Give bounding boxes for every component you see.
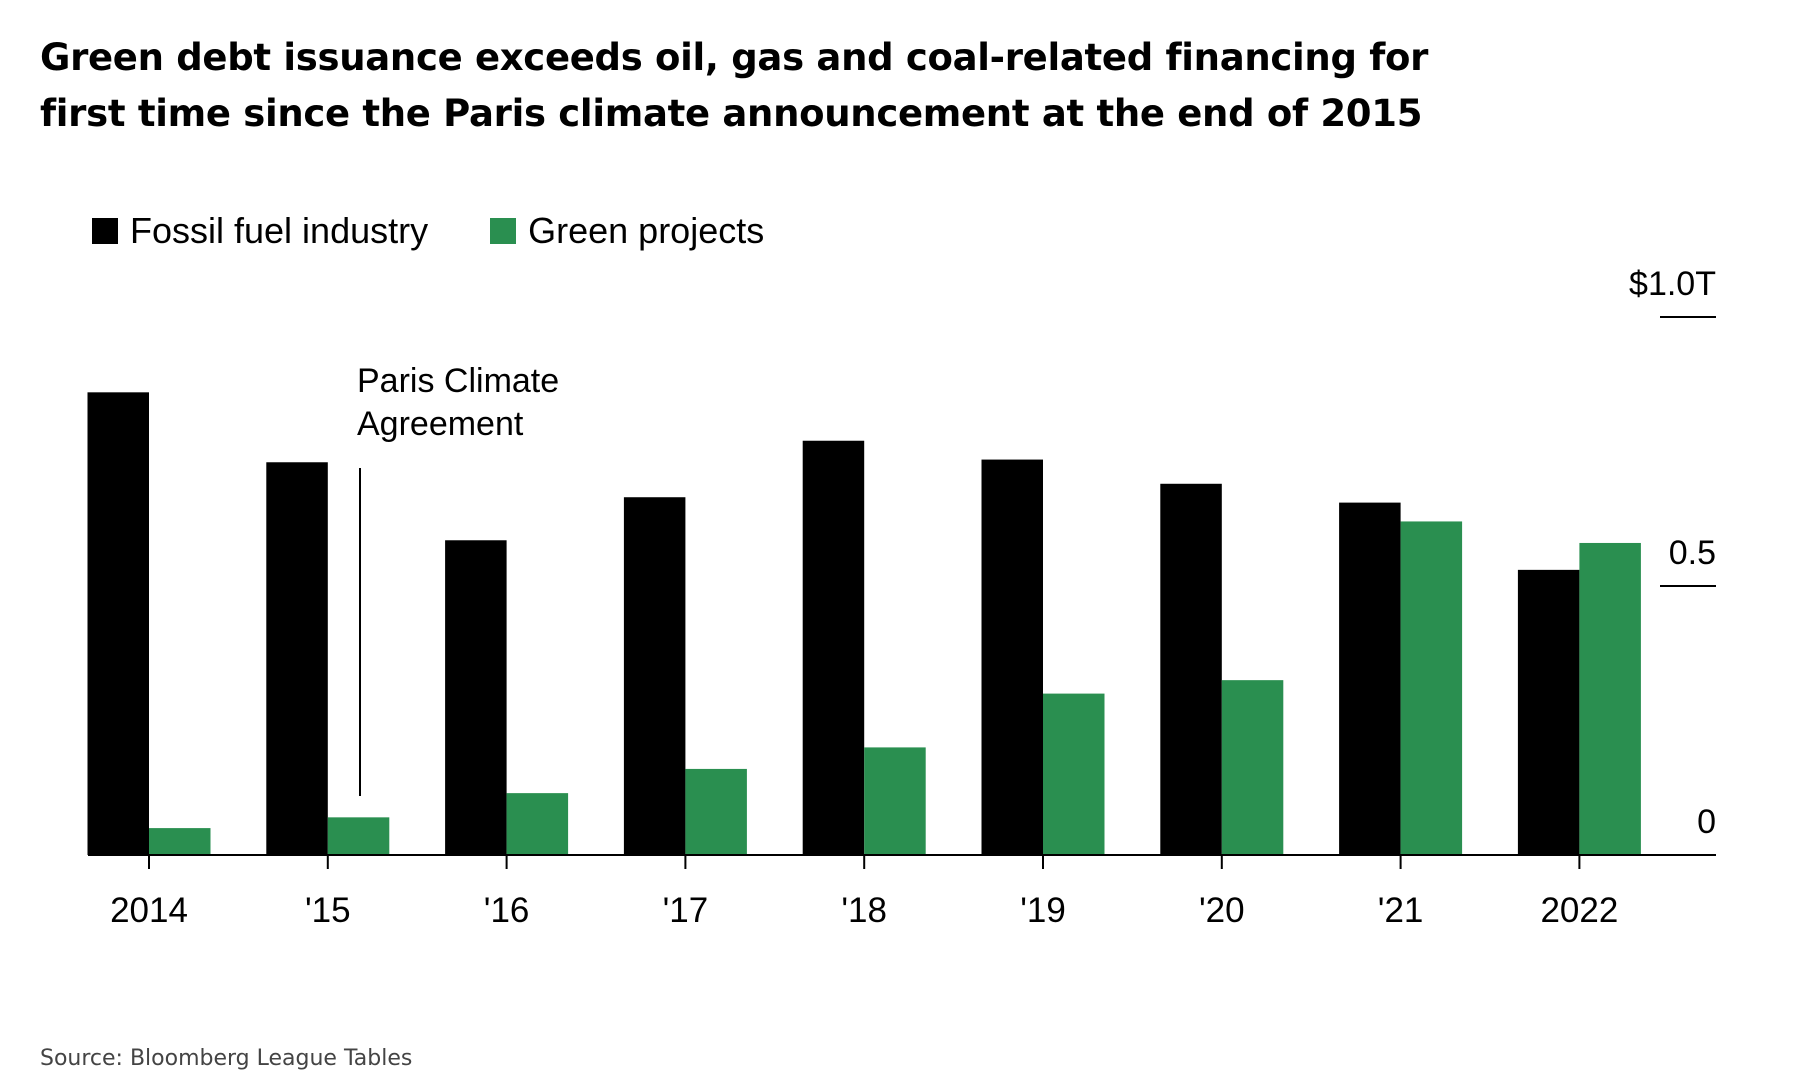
bar-fossil-21 (1339, 502, 1401, 855)
bar-green-21 (1400, 521, 1463, 855)
title-line-1: Green debt issuance exceeds oil, gas and… (40, 36, 1429, 79)
bar-fossil-2022 (1517, 569, 1580, 855)
bar-green-17 (685, 768, 747, 855)
bar-green-18 (864, 747, 926, 855)
x-tick-label: '20 (1199, 891, 1245, 930)
bar-fossil-15 (266, 462, 328, 855)
y-tick-label: 0.5 (1669, 534, 1716, 572)
bar-green-2014 (149, 828, 211, 855)
bar-fossil-19 (981, 459, 1043, 855)
source-note: Source: Bloomberg League Tables (40, 1046, 413, 1071)
paris-annotation-line-1: Paris Climate (357, 362, 559, 400)
bar-fossil-20 (1160, 483, 1222, 855)
title-line-2: first time since the Paris climate annou… (40, 92, 1423, 135)
bar-fossil-16 (445, 540, 507, 855)
x-tick-label: 2022 (1540, 891, 1618, 930)
bar-green-16 (506, 793, 569, 855)
legend-swatch-fossil (92, 218, 118, 244)
legend-label-green: Green projects (528, 210, 765, 251)
bar-green-20 (1221, 680, 1284, 855)
bar-green-2022 (1579, 542, 1641, 855)
x-tick-label: '21 (1378, 891, 1424, 930)
legend-item-fossil: Fossil fuel industry (92, 210, 428, 252)
y-tick-label: 0 (1697, 803, 1716, 841)
bar-fossil-2014 (87, 392, 149, 855)
legend: Fossil fuel industry Green projects (92, 210, 826, 252)
legend-item-green: Green projects (490, 210, 764, 252)
chart-title: Green debt issuance exceeds oil, gas and… (40, 30, 1428, 142)
x-tick-label: '15 (305, 891, 351, 930)
bar-fossil-18 (802, 440, 865, 855)
x-tick-label: '16 (484, 891, 530, 930)
bar-green-19 (1043, 693, 1105, 855)
x-tick-label: '19 (1020, 891, 1066, 930)
bar-green-15 (327, 817, 390, 855)
paris-annotation-line-2: Agreement (357, 405, 524, 443)
x-tick-label: '17 (663, 891, 709, 930)
x-tick-label: '18 (841, 891, 887, 930)
legend-swatch-green (490, 218, 517, 244)
x-tick-label: 2014 (110, 891, 188, 930)
legend-label-fossil: Fossil fuel industry (130, 210, 429, 251)
bar-fossil-17 (623, 497, 686, 855)
y-tick-label: $1.0T (1629, 265, 1716, 303)
